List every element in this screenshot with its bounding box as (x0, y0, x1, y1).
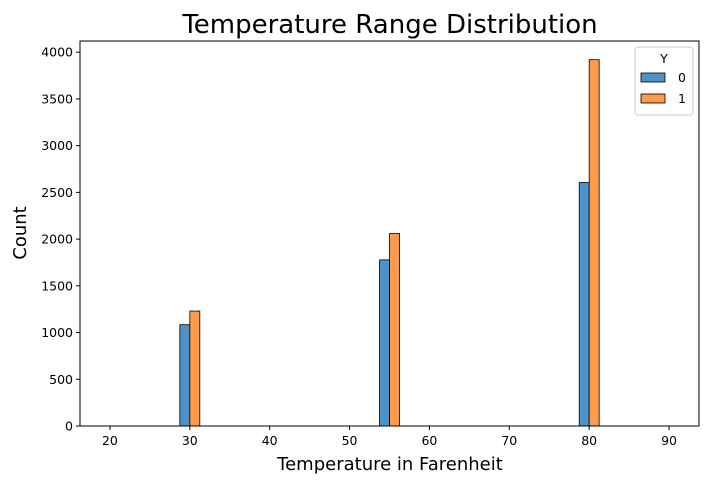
y-tick-label: 1000 (41, 325, 73, 340)
plot-frame (79, 40, 700, 427)
legend-label-1: 1 (678, 91, 686, 106)
y-tick-label: 2500 (41, 185, 73, 200)
y-axis: 0 500 1000 1500 2000 2500 3000 3500 4000 (41, 45, 80, 434)
y-tick-label: 3000 (41, 138, 73, 153)
legend-title: Y (659, 51, 668, 66)
bar-series-1-55 (389, 233, 400, 427)
legend: Y 0 1 (634, 46, 694, 116)
chart-title: Temperature Range Distribution (181, 10, 597, 40)
x-tick-label: 80 (581, 433, 597, 448)
x-axis: 20 30 40 50 60 70 80 90 (102, 426, 677, 448)
x-axis-title: Temperature in Farenheit (276, 454, 503, 475)
x-tick-label: 20 (102, 433, 118, 448)
bar-series-0-80 (578, 182, 590, 427)
y-axis-title: Count (10, 206, 31, 259)
x-tick-label: 30 (182, 433, 198, 448)
y-tick-label: 0 (65, 419, 73, 434)
x-tick-label: 60 (421, 433, 437, 448)
y-tick-label: 500 (49, 372, 73, 387)
bar-series-1-80 (588, 59, 600, 427)
x-tick-label: 40 (262, 433, 278, 448)
y-tick-label: 3500 (41, 91, 73, 106)
y-tick-label: 4000 (41, 45, 73, 60)
x-tick-label: 90 (661, 433, 677, 448)
bars-group (179, 59, 600, 427)
bar-series-0-55 (379, 259, 390, 427)
legend-swatch-0 (640, 72, 666, 83)
x-tick-label: 50 (342, 433, 358, 448)
legend-swatch-1 (640, 93, 666, 104)
x-tick-label: 70 (501, 433, 517, 448)
y-tick-label: 2000 (41, 232, 73, 247)
legend-label-0: 0 (678, 70, 686, 85)
bar-series-1-30 (189, 310, 201, 427)
bar-series-0-30 (179, 324, 191, 427)
y-tick-label: 1500 (41, 278, 73, 293)
